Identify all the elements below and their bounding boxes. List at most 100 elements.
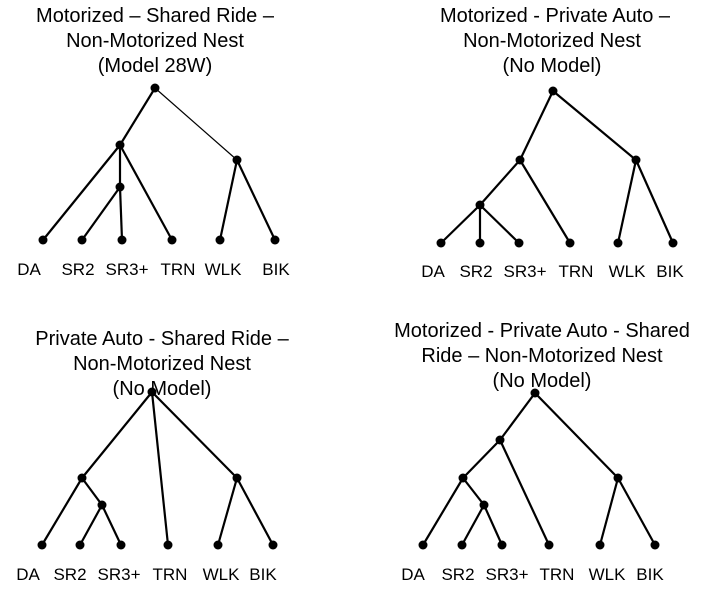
diagram-3-title-line-1: Private Auto - Shared Ride – bbox=[35, 328, 289, 350]
leaf-node-sr2 bbox=[77, 235, 87, 245]
tree-edge bbox=[519, 159, 571, 244]
leaf-node-sr3plus bbox=[497, 540, 507, 550]
root-node bbox=[530, 388, 540, 398]
leaf-label-sr3plus: SR3+ bbox=[98, 565, 141, 584]
tree-edge bbox=[151, 391, 238, 479]
shared-ride-nest-node bbox=[97, 500, 107, 510]
diagram-motorized-private-auto: Motorized - Private Auto – Non-Motorized… bbox=[421, 5, 684, 281]
private-auto-nest-node bbox=[458, 473, 468, 483]
tree-edge bbox=[552, 90, 637, 161]
diagram-4-title-line-2: Ride – Non-Motorized Nest bbox=[421, 345, 663, 367]
leaf-node-da bbox=[436, 238, 446, 248]
tree-edge bbox=[461, 504, 485, 546]
tree-edge bbox=[216, 477, 239, 546]
tree-edge bbox=[150, 391, 170, 546]
tree-edge bbox=[236, 159, 276, 241]
diagram-3-title-line-3: (No Model) bbox=[113, 378, 212, 400]
leaf-node-da bbox=[418, 540, 428, 550]
leaf-node-bik bbox=[270, 235, 280, 245]
leaf-node-bik bbox=[668, 238, 678, 248]
leaf-node-wlk bbox=[215, 235, 225, 245]
private-auto-nest-node bbox=[77, 473, 87, 483]
tree-edge bbox=[101, 504, 122, 546]
diagram-2-title-line-2: Non-Motorized Nest bbox=[463, 30, 641, 52]
tree-edge bbox=[119, 87, 156, 146]
leaf-node-trn bbox=[163, 540, 173, 550]
leaf-label-wlk: WLK bbox=[203, 565, 241, 584]
leaf-node-bik bbox=[268, 540, 278, 550]
tree-edge bbox=[42, 144, 121, 241]
leaf-label-bik: BIK bbox=[249, 565, 277, 584]
non-motorized-nest-node bbox=[232, 155, 242, 165]
leaf-label-wlk: WLK bbox=[609, 262, 647, 281]
tree-edge bbox=[499, 392, 536, 441]
shared-ride-nest-node bbox=[115, 182, 125, 192]
tree-edge bbox=[81, 477, 103, 506]
root-node bbox=[147, 387, 157, 397]
tree-edge bbox=[534, 392, 619, 479]
leaf-label-bik: BIK bbox=[656, 262, 684, 281]
leaf-node-wlk bbox=[213, 540, 223, 550]
motorized-nest-node bbox=[495, 435, 505, 445]
tree-edge bbox=[118, 186, 124, 241]
tree-edge bbox=[218, 159, 239, 241]
leaf-node-sr2 bbox=[475, 238, 485, 248]
leaf-label-trn: TRN bbox=[153, 565, 188, 584]
tree-edge bbox=[422, 477, 464, 546]
tree-edge bbox=[598, 477, 620, 546]
leaf-label-sr3plus: SR3+ bbox=[106, 260, 149, 279]
root-node bbox=[548, 86, 558, 96]
leaf-node-da bbox=[38, 235, 48, 245]
leaf-node-sr2 bbox=[75, 540, 85, 550]
tree-edge bbox=[482, 504, 504, 546]
tree-edge bbox=[81, 391, 153, 479]
non-motorized-nest-node bbox=[631, 155, 641, 165]
tree-edge bbox=[499, 439, 550, 546]
leaf-label-da: DA bbox=[401, 565, 425, 584]
diagram-1-title-line-3: (Model 28W) bbox=[98, 55, 212, 77]
tree-edge bbox=[79, 504, 103, 546]
leaf-label-trn: TRN bbox=[161, 260, 196, 279]
shared-ride-nest-node bbox=[479, 500, 489, 510]
leaf-label-sr3plus: SR3+ bbox=[504, 262, 547, 281]
tree-edge bbox=[617, 477, 656, 546]
leaf-label-bik: BIK bbox=[262, 260, 290, 279]
leaf-label-sr2: SR2 bbox=[61, 260, 94, 279]
tree-edge bbox=[81, 186, 121, 241]
leaf-node-wlk bbox=[595, 540, 605, 550]
diagram-2-title-line-3: (No Model) bbox=[503, 55, 602, 77]
diagram-private-auto-shared-ride: Private Auto - Shared Ride – Non-Motoriz… bbox=[16, 328, 289, 584]
leaf-label-sr2: SR2 bbox=[459, 262, 492, 281]
motorized-nest-node bbox=[515, 155, 525, 165]
diagram-motorized-private-auto-shared-ride: Motorized - Private Auto - Shared Ride –… bbox=[394, 320, 690, 584]
leaf-label-bik: BIK bbox=[636, 565, 664, 584]
tree-edge bbox=[634, 159, 675, 244]
tree-edge bbox=[462, 477, 485, 506]
tree-edge bbox=[462, 439, 501, 479]
leaf-label-da: DA bbox=[421, 262, 445, 281]
leaf-label-trn: TRN bbox=[559, 262, 594, 281]
leaf-label-wlk: WLK bbox=[589, 565, 627, 584]
tree-edge bbox=[479, 204, 520, 244]
leaf-label-da: DA bbox=[17, 260, 41, 279]
diagram-2-title-line-1: Motorized - Private Auto – bbox=[440, 5, 671, 27]
leaf-node-trn bbox=[167, 235, 177, 245]
tree-edge bbox=[154, 87, 238, 161]
leaf-node-wlk bbox=[613, 238, 623, 248]
tree-edge bbox=[479, 159, 521, 206]
diagram-4-title-line-1: Motorized - Private Auto - Shared bbox=[394, 320, 690, 342]
non-motorized-nest-node bbox=[232, 473, 242, 483]
tree-edge bbox=[519, 90, 554, 161]
leaf-node-sr2 bbox=[457, 540, 467, 550]
leaf-node-trn bbox=[544, 540, 554, 550]
leaf-node-sr3plus bbox=[514, 238, 524, 248]
root-node bbox=[150, 83, 160, 93]
leaf-node-sr3plus bbox=[116, 540, 126, 550]
tree-edge bbox=[616, 159, 638, 244]
tree-edge bbox=[440, 204, 481, 244]
leaf-node-sr3plus bbox=[117, 235, 127, 245]
leaf-label-sr3plus: SR3+ bbox=[486, 565, 529, 584]
diagram-motorized-shared-ride: Motorized – Shared Ride – Non-Motorized … bbox=[17, 5, 290, 279]
leaf-node-da bbox=[37, 540, 47, 550]
